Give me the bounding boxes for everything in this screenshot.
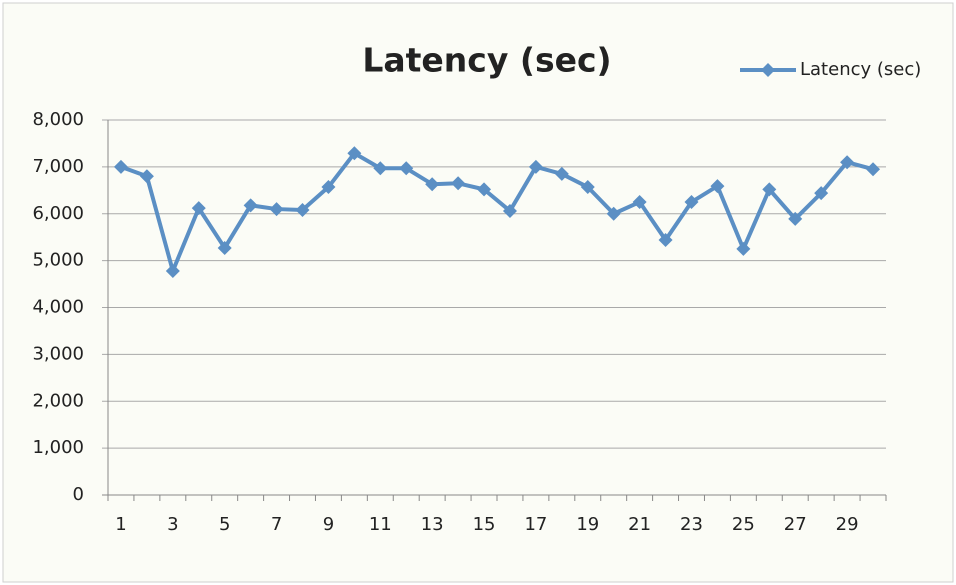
x-tick-label: 3 <box>167 514 178 535</box>
y-tick-label: 5,000 <box>32 250 84 271</box>
x-tick-label: 21 <box>628 514 651 535</box>
x-tick-label: 13 <box>421 514 444 535</box>
x-tick-label: 23 <box>680 514 703 535</box>
y-tick-label: 3,000 <box>32 343 84 364</box>
page: Latency (sec) 0 1,000 2,000 3,000 4,000 5,000… <box>0 0 956 585</box>
x-tick-label: 25 <box>732 514 755 535</box>
x-tick-label: 27 <box>784 514 807 535</box>
legend-label: Latency (sec) <box>800 59 921 80</box>
y-tick-label: 4,000 <box>32 297 84 318</box>
x-tick-label: 7 <box>271 514 282 535</box>
x-tick-label: 17 <box>524 514 547 535</box>
x-tick-label: 5 <box>219 514 230 535</box>
y-tick-label: 2,000 <box>32 390 84 411</box>
y-tick-label: 0 <box>73 484 84 505</box>
y-tick-label: 7,000 <box>32 156 84 177</box>
y-tick-label: 8,000 <box>32 109 84 130</box>
y-tick-label: 1,000 <box>32 437 84 458</box>
x-tick-label: 1 <box>115 514 126 535</box>
x-tick-label: 19 <box>576 514 599 535</box>
chart: Latency (sec) 0 1,000 2,000 3,000 4,000 5,000… <box>0 0 956 585</box>
x-tick-label: 15 <box>473 514 496 535</box>
x-tick-label: 9 <box>323 514 334 535</box>
x-tick-label: 11 <box>369 514 392 535</box>
y-tick-label: 6,000 <box>32 203 84 224</box>
chart-title: Latency (sec) <box>362 41 611 80</box>
x-tick-label: 29 <box>836 514 859 535</box>
